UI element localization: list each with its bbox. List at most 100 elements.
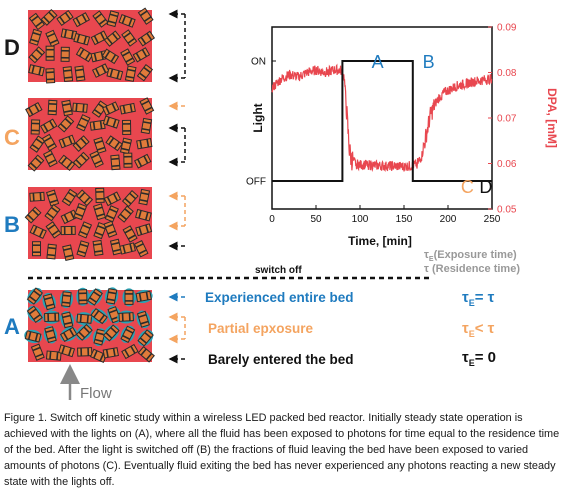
figure: D C B switch off	[4, 7, 559, 402]
bed-particle	[61, 188, 78, 207]
bed-particle	[89, 348, 108, 363]
bed-particle	[75, 46, 94, 63]
bed-particle	[30, 343, 45, 361]
bed-particle	[73, 202, 88, 221]
bed-particle	[132, 47, 151, 63]
bed-particle	[90, 30, 109, 46]
bed-particle	[91, 100, 108, 118]
bed-particle	[42, 292, 56, 311]
bed-particle	[59, 290, 73, 309]
bed-particle	[102, 115, 120, 129]
bed-particle	[119, 102, 136, 115]
bed-particle	[32, 241, 41, 257]
bed-particle	[62, 66, 74, 83]
bed-particle	[102, 324, 120, 342]
x-tick-label: 150	[396, 214, 413, 225]
bed-particle	[72, 151, 90, 169]
bed-particle	[72, 12, 91, 28]
bed-particle	[120, 325, 136, 344]
bed-particle	[74, 65, 86, 82]
bed-particle	[103, 191, 122, 207]
bed-particle	[102, 101, 120, 116]
bed-particle	[61, 99, 73, 117]
bed-particle	[75, 312, 94, 326]
bed-particle	[58, 134, 76, 149]
region-label-c: C	[461, 177, 474, 197]
y-right-tick-label: 0.05	[497, 205, 517, 216]
flow-label: Flow	[80, 385, 112, 402]
bed-particle	[30, 119, 41, 135]
bed-particle	[60, 46, 70, 62]
bed-particle	[45, 68, 56, 84]
bed-particle	[103, 220, 118, 238]
bed-particle	[110, 154, 121, 171]
arrows-c	[168, 101, 186, 167]
bed-particle	[89, 150, 104, 168]
bed-particle	[140, 117, 153, 135]
bed-particle	[75, 323, 93, 341]
y-right-tick-label: 0.06	[497, 159, 517, 170]
bed-particle	[136, 310, 151, 329]
annotation-experienced: Experienced entire bed	[205, 290, 354, 305]
bed-particle	[58, 344, 76, 358]
bed-particle	[42, 149, 58, 168]
bed-particle	[77, 221, 93, 239]
bed-particle	[72, 135, 90, 152]
bed-particle	[136, 137, 153, 150]
region-label-a: A	[372, 52, 384, 72]
light-level-label: ON	[251, 57, 266, 68]
bed-particle	[139, 97, 155, 115]
figure-caption: Figure 1. Switch off kinetic study withi…	[4, 412, 560, 488]
switch-off-label: switch off	[255, 265, 302, 276]
bed-particle	[58, 154, 76, 172]
bed-particle	[105, 135, 123, 152]
bed-particle	[109, 238, 123, 256]
bed-particle	[133, 153, 152, 169]
arrows-a	[168, 292, 186, 364]
bed-particle	[77, 347, 93, 357]
bed-particle	[29, 191, 45, 202]
bed-particle	[92, 239, 104, 256]
bed-particle	[118, 14, 136, 28]
bed-particle	[92, 328, 107, 346]
bed-particle	[28, 12, 46, 31]
bed-particle	[28, 64, 45, 77]
bed-particle	[42, 310, 61, 324]
bed-particle	[117, 310, 136, 324]
bed-particle	[102, 347, 119, 359]
y-right-tick-label: 0.08	[497, 68, 517, 79]
bed-particle	[121, 29, 138, 47]
bed-particle	[134, 208, 152, 222]
panel-letter-a: A	[4, 314, 20, 339]
bed-particle	[87, 288, 103, 306]
x-axis-label: Time, [min]	[348, 234, 412, 248]
panel-letter-c: C	[4, 125, 20, 150]
bed-particle	[133, 239, 149, 258]
legend: τE(Exposure time) τ (Residence time) τE=…	[424, 249, 520, 368]
bed-particle	[75, 189, 94, 207]
bed-particle	[121, 190, 139, 208]
region-label-b: B	[423, 52, 435, 72]
panel-b: B	[4, 187, 186, 262]
bed-particle	[122, 288, 136, 307]
bed-particle	[45, 350, 62, 361]
bed-particle	[137, 329, 154, 347]
bed-particle	[73, 32, 91, 46]
y-axis-right: 0.05 0.06 0.07 0.08 0.09	[488, 23, 517, 216]
bed-particle	[103, 30, 122, 47]
bed-particle	[121, 119, 132, 135]
bed-particle	[137, 7, 154, 25]
region-labels: A B C D	[372, 52, 493, 197]
bed-particle	[47, 99, 58, 116]
bed-particle	[39, 118, 58, 134]
bed-particle	[56, 9, 74, 27]
legend-tau: τ (Residence time)	[424, 263, 520, 275]
y-axis-left-label: Light	[251, 103, 265, 132]
panel-c: C	[4, 97, 186, 172]
bed-particle	[72, 102, 88, 113]
annotation-barely: Barely entered the bed	[208, 352, 354, 367]
y-right-tick-label: 0.07	[497, 114, 517, 125]
bed-particle	[29, 28, 43, 46]
bed-particle	[119, 242, 136, 255]
bed-particle	[137, 30, 156, 47]
